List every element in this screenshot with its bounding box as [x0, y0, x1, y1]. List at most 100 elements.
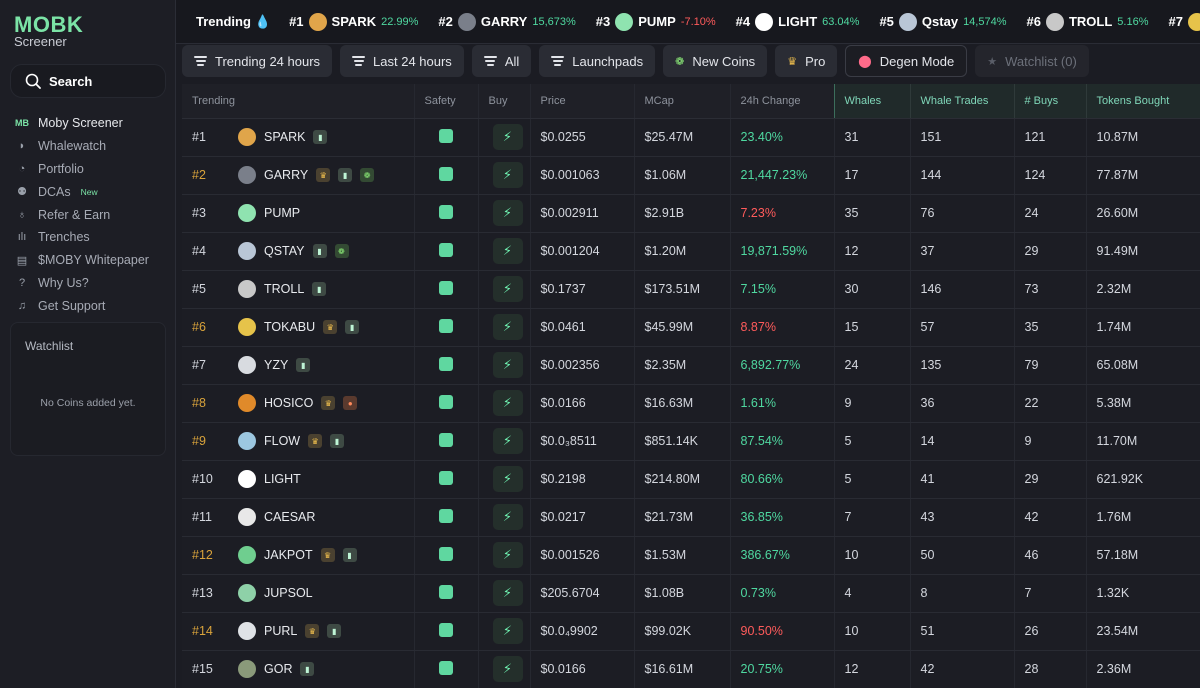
filter-pro[interactable]: ♛ Pro — [775, 45, 838, 77]
coin-name[interactable]: TROLL — [264, 282, 305, 296]
safety-indicator-icon[interactable] — [438, 204, 453, 219]
ticker-name: SPARK — [331, 14, 377, 29]
coin-name[interactable]: JUPSOL — [264, 586, 313, 600]
coin-name[interactable]: TOKABU — [264, 320, 316, 334]
table-row[interactable]: #6 TOKABU ♛ ▮ ⚡ $0.0461 $45.99M 8.87% 15 57 35 1.74… — [182, 308, 1200, 347]
buy-button[interactable]: ⚡ — [492, 124, 523, 150]
sidebar-item-whalewatch[interactable]: ◗ Whalewatch — [14, 135, 149, 158]
table-row[interactable]: #1 SPARK ▮ ⚡ $0.0255 $25.47M 23.40% 31 151 121 10.… — [182, 118, 1200, 157]
table-row[interactable]: #10 LIGHT ⚡ $0.2198 $214.80M 80.66% 5 41 29 621.9… — [182, 460, 1200, 499]
coin-name[interactable]: LIGHT — [264, 472, 301, 486]
search-button[interactable]: Search — [10, 64, 166, 98]
table-row[interactable]: #5 TROLL ▮ ⚡ $0.1737 $173.51M 7.15% 30 146 73 2.32… — [182, 270, 1200, 309]
table-row[interactable]: #12 JAKPOT ♛ ▮ ⚡ $0.001526 $1.53M 386.67% 10 50 46… — [182, 536, 1200, 575]
column-header-buy[interactable]: Buy — [477, 84, 530, 119]
sidebar-item-trenches[interactable]: ılı Trenches — [14, 226, 149, 249]
buy-button[interactable]: ⚡ — [492, 200, 523, 226]
buy-button[interactable]: ⚡ — [492, 542, 523, 568]
sidebar-item-get-support[interactable]: ♫ Get Support — [14, 294, 149, 317]
buy-button[interactable]: ⚡ — [492, 428, 523, 454]
coin-name[interactable]: YZY — [264, 358, 289, 372]
coin-name[interactable]: HOSICO — [264, 396, 314, 410]
sidebar-item-moby-screener[interactable]: MB Moby Screener — [14, 112, 149, 135]
table-row[interactable]: #4 QSTAY ▮ ❁ ⚡ $0.001204 $1.20M 19,871.59% 12 37 2… — [182, 232, 1200, 271]
table-row[interactable]: #14 PURL ♛ ▮ ⚡ $0.0₄9902 $99.02K 90.50% 10 51 26 23… — [182, 612, 1200, 651]
buy-button[interactable]: ⚡ — [492, 618, 523, 644]
table-row[interactable]: #2 GARRY ♛ ▮ ❁ ⚡ $0.001063 $1.06M 21,447.23% 17 14… — [182, 156, 1200, 195]
column-header-whale-trades[interactable]: Whale Trades — [909, 84, 1014, 119]
buy-button[interactable]: ⚡ — [492, 276, 523, 302]
buy-button[interactable]: ⚡ — [492, 656, 523, 682]
safety-indicator-icon[interactable] — [438, 318, 453, 333]
buy-button[interactable]: ⚡ — [492, 352, 523, 378]
table-row[interactable]: #8 HOSICO ♛ ● ⚡ $0.0166 $16.63M 1.61% 9 36 22 5.38M — [182, 384, 1200, 423]
coin-name[interactable]: GOR — [264, 662, 293, 676]
column-header-whales[interactable]: Whales — [833, 84, 910, 119]
table-row[interactable]: #7 YZY ▮ ⚡ $0.002356 $2.35M 6,892.77% 24 135 79 65… — [182, 346, 1200, 385]
sidebar-item-why-us-[interactable]: ? Why Us? — [14, 272, 149, 295]
safety-indicator-icon[interactable] — [438, 546, 453, 561]
filter-degen-mode[interactable]: ⬤ Degen Mode — [845, 45, 968, 77]
filter-trending-24-hours[interactable]: Trending 24 hours — [182, 45, 333, 77]
safety-indicator-icon[interactable] — [438, 394, 453, 409]
coin-name[interactable]: FLOW — [264, 434, 301, 448]
column-header-tokens-bought[interactable]: Tokens Bought — [1085, 84, 1200, 119]
ticker-item[interactable]: #5 Qstay 14,574% — [879, 12, 1007, 31]
coin-name[interactable]: QSTAY — [264, 244, 305, 258]
safety-indicator-icon[interactable] — [438, 356, 453, 371]
filter-new-coins[interactable]: ❁ New Coins — [663, 45, 768, 77]
ticker-item[interactable]: #6 TROLL 5.16% — [1027, 12, 1149, 31]
table-row[interactable]: #13 JUPSOL ⚡ $205.6704 $1.08B 0.73% 4 8 7 1.32K — [182, 574, 1200, 613]
table-row[interactable]: #15 GOR ▮ ⚡ $0.0166 $16.61M 20.75% 12 42 28 2.36M — [182, 650, 1200, 688]
safety-indicator-icon[interactable] — [438, 432, 453, 447]
column-header-safety[interactable]: Safety — [413, 84, 478, 119]
ticker-item[interactable]: #3 PUMP -7.10% — [596, 12, 716, 31]
sidebar-item-refer-earn[interactable]: ♁ Refer & Earn — [14, 203, 149, 226]
safety-indicator-icon[interactable] — [438, 622, 453, 637]
buys-cell: 9 — [1013, 422, 1086, 461]
coin-name[interactable]: PUMP — [264, 206, 301, 220]
column-header-24h-change[interactable]: 24h Change — [729, 84, 834, 119]
filter-watchlist-0[interactable]: ★ Watchlist (0) — [975, 45, 1089, 77]
column-header-mcap[interactable]: MCap — [633, 84, 730, 119]
sidebar-item-dcas[interactable]: ⚉ DCAs New — [14, 180, 149, 203]
coin-name[interactable]: JAKPOT — [264, 548, 313, 562]
filter-launchpads[interactable]: Launchpads — [539, 45, 656, 77]
coin-name[interactable]: CAESAR — [264, 510, 316, 524]
table-row[interactable]: #3 PUMP ⚡ $0.002911 $2.91B 7.23% 35 76 24 26.60M — [182, 194, 1200, 233]
table-row[interactable]: #11 CAESAR ⚡ $0.0217 $21.73M 36.85% 7 43 42 1.76M — [182, 498, 1200, 537]
coin-name[interactable]: SPARK — [264, 130, 306, 144]
column-header-trending[interactable]: Trending — [182, 84, 414, 119]
whale-trades-cell: 42 — [909, 650, 1014, 688]
filter-last-24-hours[interactable]: Last 24 hours — [340, 45, 464, 77]
safety-indicator-icon[interactable] — [438, 280, 453, 295]
safety-indicator-icon[interactable] — [438, 128, 453, 143]
buy-button[interactable]: ⚡ — [492, 504, 523, 530]
sidebar-item--moby-whitepaper[interactable]: ▤ $MOBY Whitepaper — [14, 249, 149, 272]
buy-button[interactable]: ⚡ — [492, 466, 523, 492]
buy-button[interactable]: ⚡ — [492, 580, 523, 606]
coin-name[interactable]: PURL — [264, 624, 298, 638]
buy-button[interactable]: ⚡ — [492, 238, 523, 264]
ticker-item[interactable]: #2 GARRY 15,673% — [438, 12, 576, 31]
sidebar-item-label: Refer & Earn — [38, 207, 111, 222]
buy-button[interactable]: ⚡ — [492, 162, 523, 188]
ticker-item[interactable]: #7 — [1169, 12, 1200, 31]
buy-button[interactable]: ⚡ — [492, 390, 523, 416]
column-header-price[interactable]: Price — [529, 84, 634, 119]
coin-name[interactable]: GARRY — [264, 168, 309, 182]
safety-indicator-icon[interactable] — [438, 584, 453, 599]
column-header-buys[interactable]: # Buys — [1013, 84, 1086, 119]
safety-indicator-icon[interactable] — [438, 166, 453, 181]
safety-indicator-icon[interactable] — [438, 508, 453, 523]
buy-button[interactable]: ⚡ — [492, 314, 523, 340]
safety-indicator-icon[interactable] — [438, 242, 453, 257]
ticker-item[interactable]: #4 LIGHT 63.04% — [736, 12, 859, 31]
safety-indicator-icon[interactable] — [438, 470, 453, 485]
logo[interactable]: MOBK Screener — [14, 14, 83, 49]
table-row[interactable]: #9 FLOW ♛ ▮ ⚡ $0.0₃8511 $851.14K 87.54% 5 14 9 11.7… — [182, 422, 1200, 461]
ticker-item[interactable]: #1 SPARK 22.99% — [289, 12, 418, 31]
sidebar-item-portfolio[interactable]: ◔ Portfolio — [14, 158, 149, 181]
filter-all[interactable]: All — [471, 45, 532, 77]
safety-indicator-icon[interactable] — [438, 660, 453, 675]
